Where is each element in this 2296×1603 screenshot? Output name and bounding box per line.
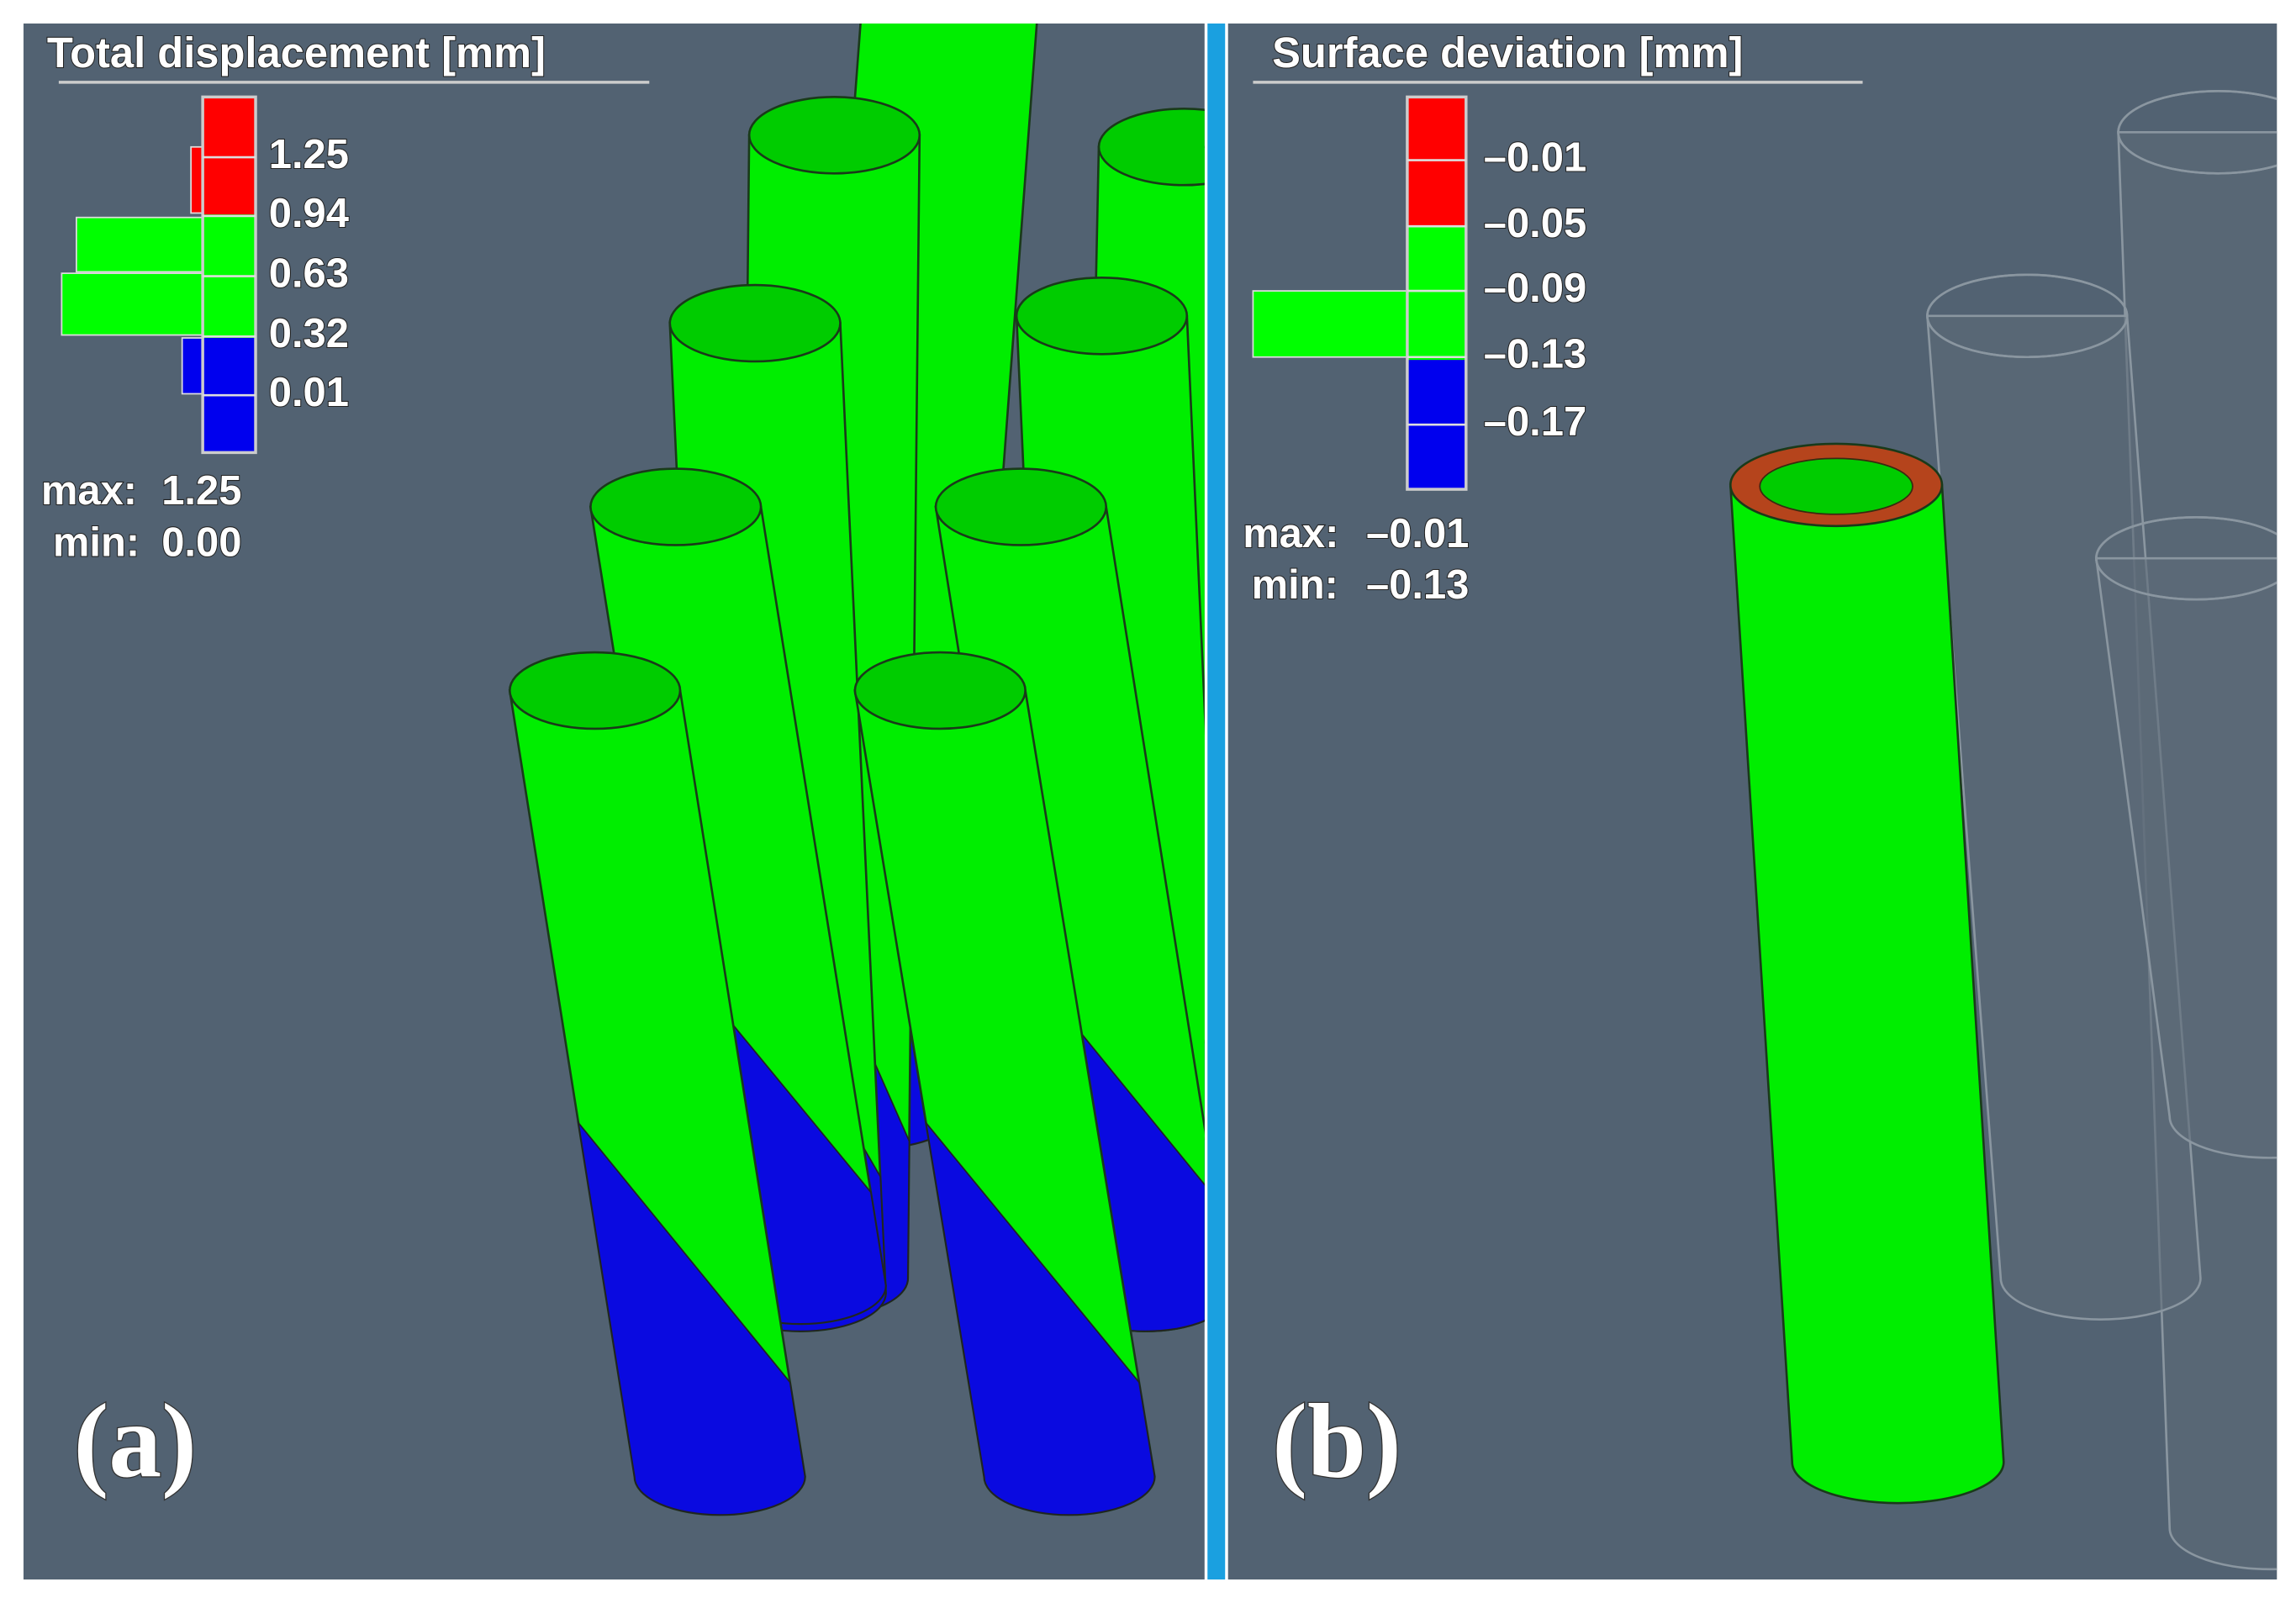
cylinder-top (1097, 108, 1205, 187)
max-value: –0.01 (1366, 511, 1469, 556)
ghost-top (1926, 273, 2129, 359)
histogram-bar (61, 272, 203, 336)
color-bar (1407, 97, 1466, 227)
min-value: –0.13 (1366, 562, 1469, 608)
legend-tick-label: 0.01 (269, 370, 349, 415)
histogram-bar (181, 337, 203, 395)
cylinder-blue (577, 1120, 806, 1516)
legend-tick-label: 0.63 (269, 251, 349, 297)
ghost-top (2117, 90, 2278, 175)
color-bar-frame (201, 95, 257, 455)
legend-a: Total displacement [mm] (46, 28, 650, 455)
cylinder-top (668, 283, 842, 363)
color-bar (1407, 226, 1466, 361)
legend-tick-label: –0.17 (1484, 399, 1586, 445)
legend-title: Total displacement [mm] (47, 29, 546, 76)
cylinder-top (934, 467, 1108, 546)
scene-b (1729, 90, 2278, 1571)
min-label: min: (53, 519, 140, 565)
cylinder-top (589, 467, 763, 546)
panel-label: (b) (1272, 1384, 1401, 1500)
legend-title: Surface deviation [mm] (1272, 29, 1743, 76)
cylinder-top (853, 651, 1027, 730)
cylinder-top (1015, 277, 1189, 356)
legend-tick-label: 0.32 (269, 311, 349, 356)
legend-tick-label: 1.25 (269, 132, 349, 177)
panel-label: (a) (73, 1384, 197, 1500)
cylinder-body (2094, 556, 2278, 1159)
min-label: min: (1252, 562, 1338, 608)
legend-tick-label: –0.01 (1484, 134, 1586, 180)
max-label: max: (41, 468, 137, 514)
cylinder-blue (925, 1120, 1156, 1516)
cylinder-body (1729, 483, 2005, 1505)
legend-tick-label: 0.94 (269, 191, 349, 236)
legend-tick-label: –0.13 (1484, 332, 1586, 377)
legend-tick-label: –0.09 (1484, 266, 1586, 311)
separator (1207, 23, 1226, 1580)
cylinder-top (508, 651, 682, 730)
color-bar (203, 97, 256, 215)
max-label: max: (1243, 511, 1338, 556)
color-bar-frame (1406, 95, 1468, 491)
histogram-bar (1252, 290, 1408, 358)
histogram-bar (75, 216, 203, 273)
cylinder-bore (1759, 457, 1913, 515)
ghost-top (2095, 515, 2278, 601)
min-value: 0.00 (161, 519, 241, 565)
legend-tick-label: –0.05 (1484, 201, 1586, 246)
max-value: 1.25 (161, 468, 241, 514)
histogram-bar (190, 145, 203, 214)
cylinder-top (747, 96, 921, 175)
scene-a (508, 23, 1205, 1516)
